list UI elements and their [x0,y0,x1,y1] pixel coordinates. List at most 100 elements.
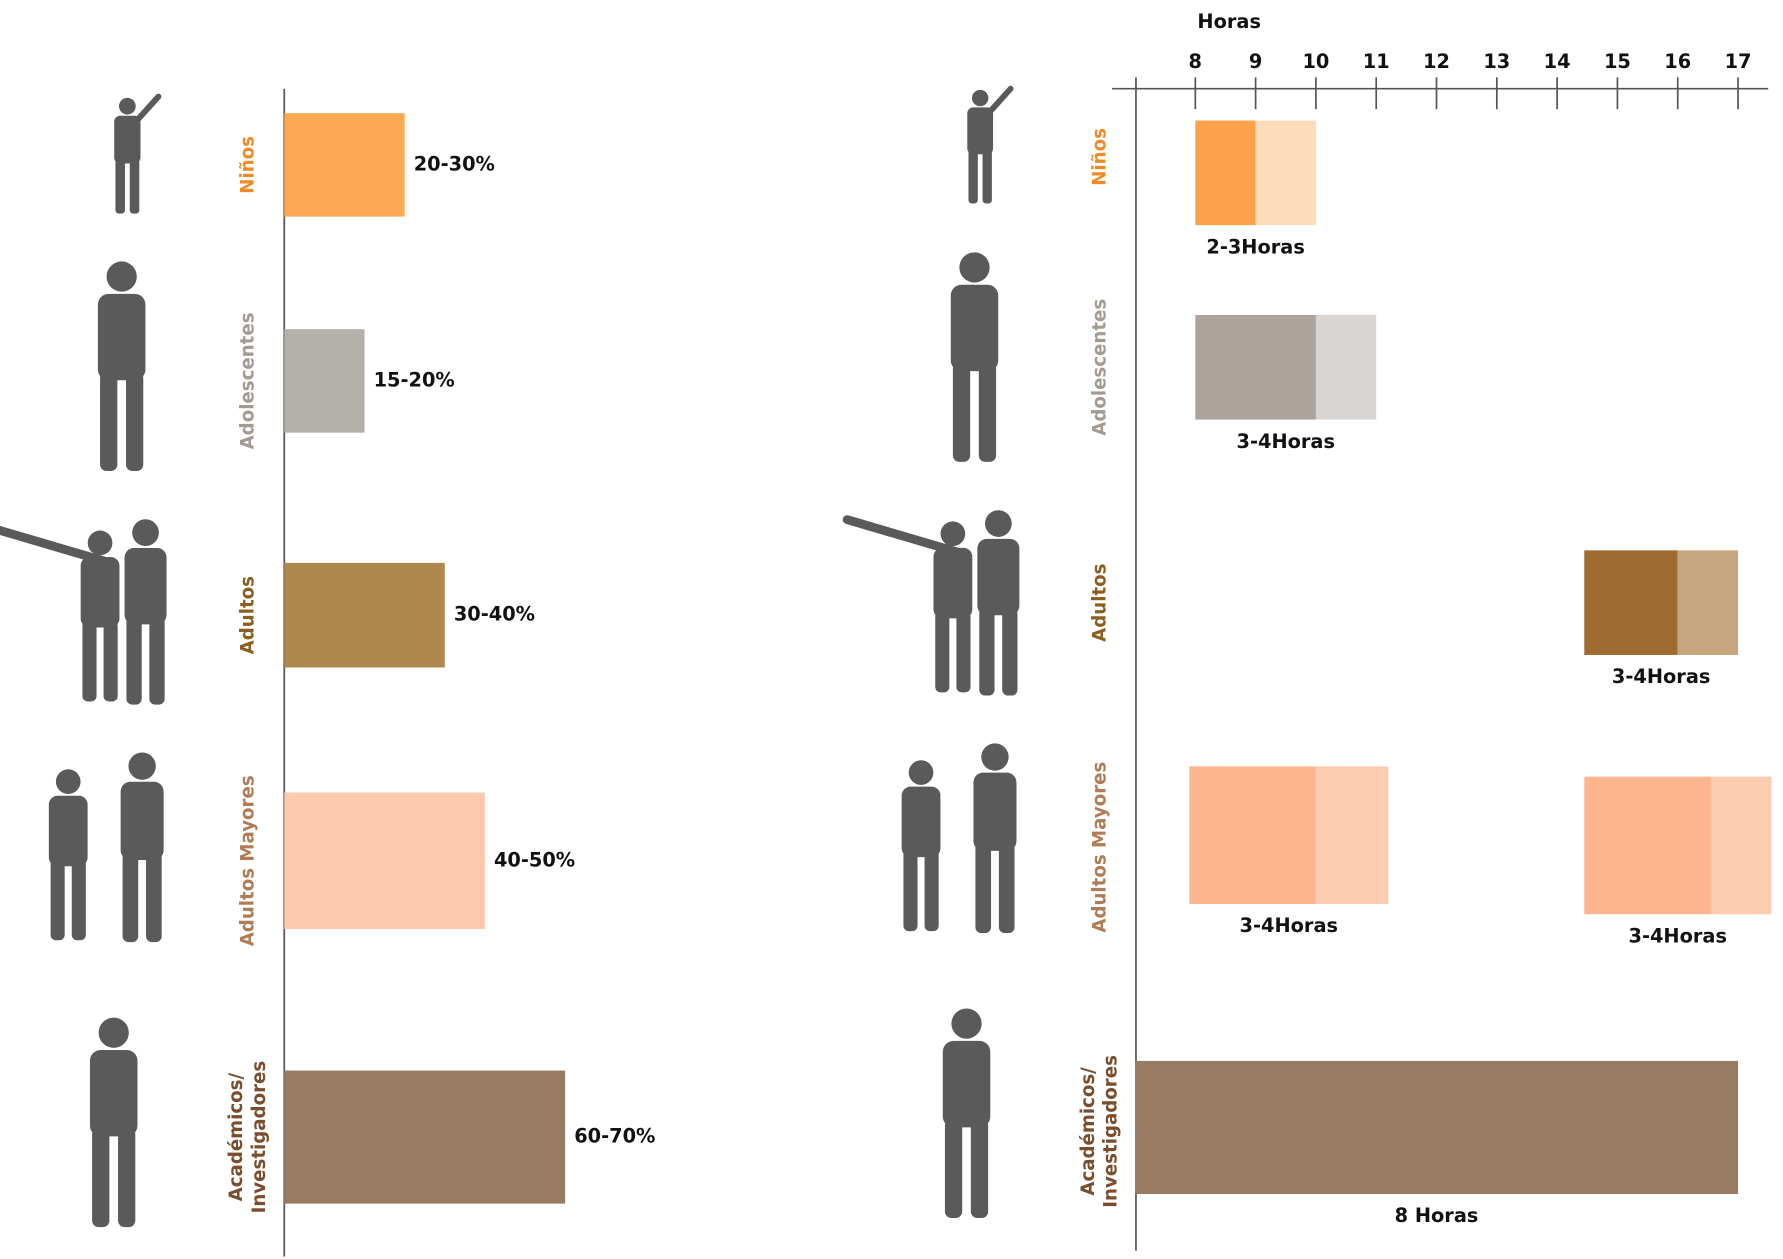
leg [146,852,162,943]
leg [115,158,125,214]
leg [968,149,978,204]
range-segment [1584,550,1678,655]
bar [284,113,405,217]
bar-label: 2-3Horas [1206,235,1304,258]
person-icon [842,515,973,693]
leg [122,852,139,943]
person-icon [973,743,1017,934]
person-icon [901,760,941,932]
leg [952,362,971,462]
leg [126,616,142,705]
leg [924,850,939,932]
x-tick-label: 9 [1249,50,1262,73]
leg [998,843,1015,934]
bar-label: 3-4Horas [1612,665,1710,688]
torso [124,547,167,625]
leg [979,607,995,696]
x-tick-label: 8 [1189,50,1202,73]
torso [901,786,941,858]
value-label: 60-70% [574,1125,655,1148]
leg [903,850,918,932]
head [98,1017,129,1048]
leg [71,859,86,941]
bar [284,329,365,433]
range-segment [1710,776,1772,915]
range-segment [1315,766,1389,904]
leg [982,149,992,204]
head [908,760,934,785]
torso [950,284,999,372]
range-segment [1195,314,1316,420]
person-icon [97,261,146,471]
person-icon [48,769,88,941]
range-segment [1134,1060,1739,1194]
head [118,97,136,115]
bar-label: 3-4Horas [1240,914,1338,937]
torso [120,781,164,861]
x-tick-label: 17 [1725,50,1752,73]
torso [80,556,120,628]
leg [129,158,140,214]
leg [125,371,144,471]
person-icon [0,525,120,702]
torso [89,1049,138,1137]
person-icon [942,1008,991,1219]
category-label: Niños [236,136,259,194]
arm [842,515,972,560]
person-icon [114,93,162,214]
category-label: Adolescentes [1088,298,1110,436]
arm [133,93,162,124]
torso [114,115,141,164]
head [132,519,159,547]
x-tick-label: 16 [1664,50,1691,73]
leg [978,362,997,462]
category-label: Adultos [236,576,259,655]
torso [97,293,146,381]
leg [82,620,97,702]
category-label: Adultos [1088,563,1110,642]
bar [284,1070,566,1204]
range-segment [1195,120,1256,226]
leg [118,1127,136,1228]
head [87,530,113,556]
bar [284,792,485,930]
bar-label: 8 Horas [1395,1204,1479,1227]
head [971,89,989,107]
person-icon [967,85,1014,204]
arm [0,525,119,569]
range-segment [1189,766,1316,904]
category-label: Adultos Mayores [236,775,259,947]
head [940,521,966,547]
head [106,261,137,292]
torso [977,538,1020,616]
head [981,743,1009,771]
leg [944,1118,963,1219]
category-label: Adultos Mayores [1088,761,1110,933]
leg [956,611,971,693]
leg [50,859,65,941]
torso [933,547,973,619]
head [985,510,1012,537]
bar-label: 3-4Horas [1237,430,1335,453]
bar-label: 3-4Horas [1629,924,1727,947]
leg [970,1118,989,1219]
torso [967,107,994,155]
leg [149,616,165,705]
range-segment [1315,314,1377,420]
x-axis-label: Horas [1197,10,1261,33]
value-label: 30-40% [454,603,535,626]
range-segment [1255,120,1316,226]
range-segment [1584,776,1711,915]
person-icon [124,519,167,705]
x-tick-label: 13 [1483,50,1510,73]
x-tick-label: 14 [1544,50,1571,73]
value-label: 40-50% [494,848,575,871]
person-icon [977,510,1020,696]
leg [975,843,992,934]
leg [100,371,118,471]
head [951,1008,982,1039]
leg [92,1127,110,1228]
arm [986,85,1014,116]
